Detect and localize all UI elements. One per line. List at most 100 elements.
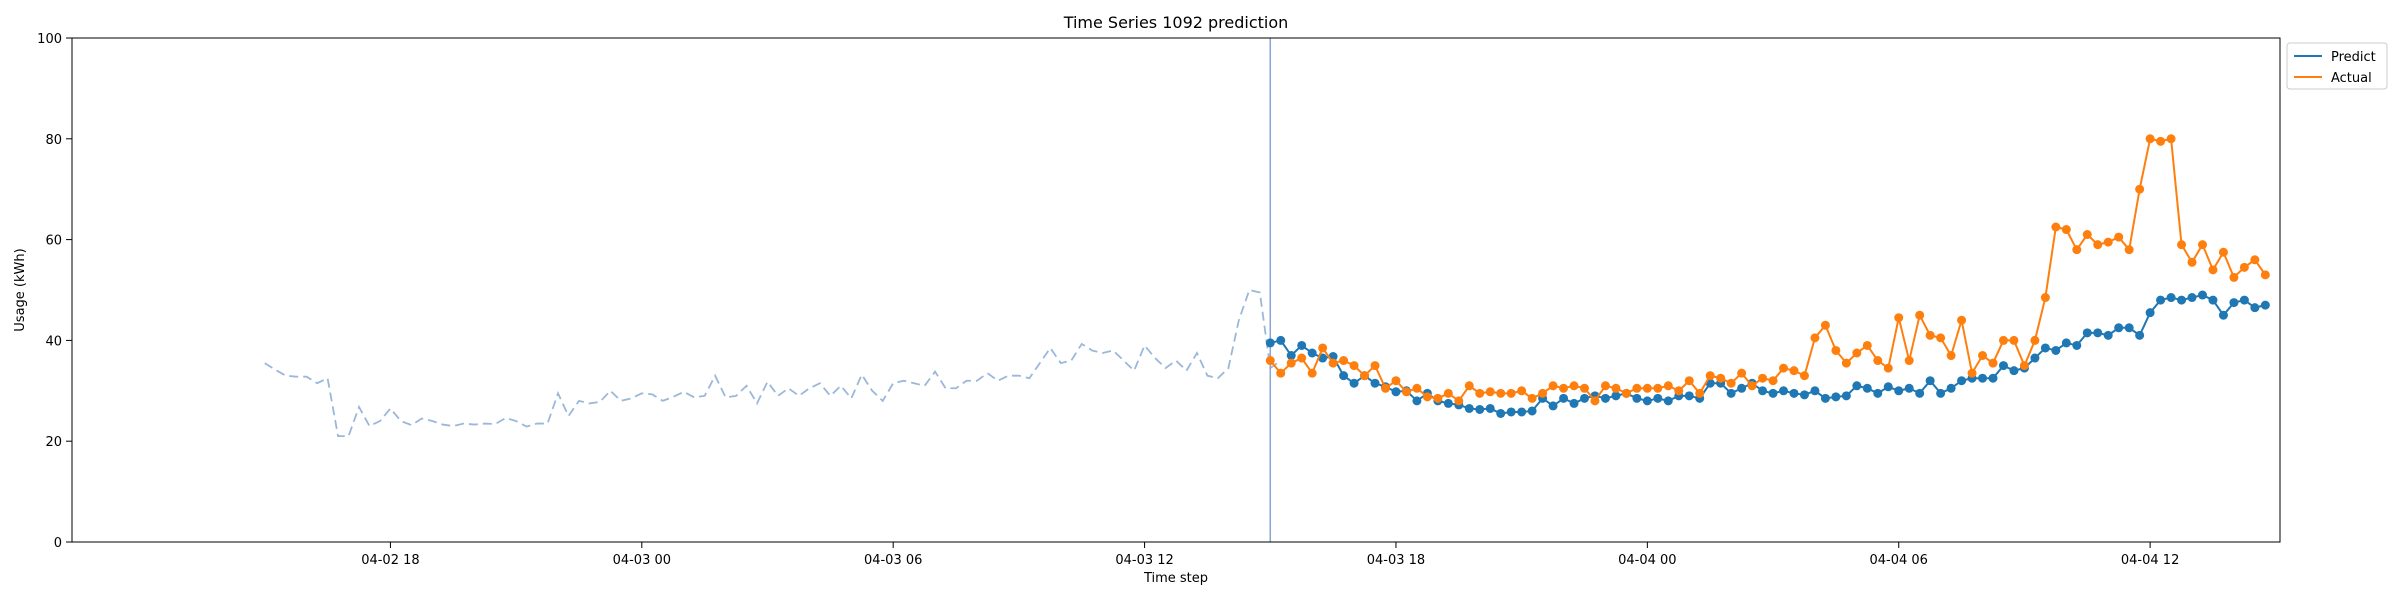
predict-point [1684,391,1694,401]
y-tick-label: 40 [45,334,62,349]
predict-point [2229,298,2239,308]
y-tick-label: 60 [45,234,62,249]
actual-point [2218,247,2228,257]
actual-point [1894,313,1904,323]
predict-point [1925,376,1935,386]
actual-point [1810,333,1820,343]
actual-point [2040,293,2050,303]
predict-point [2061,338,2071,348]
predict-point [2040,343,2050,353]
actual-point [1339,356,1349,366]
predict-point [1391,387,1401,397]
actual-point [1915,310,1925,320]
x-tick-label: 04-02 18 [361,553,419,568]
actual-point [1904,356,1914,366]
predict-point [2166,293,2176,303]
actual-point [1286,358,1296,368]
predict-point [1297,340,1307,350]
actual-point [2156,136,2166,146]
predict-point [1904,383,1914,393]
actual-point [1600,381,1610,391]
predict-point [1768,388,1778,398]
actual-point [1642,383,1652,393]
actual-point [1674,386,1684,396]
actual-point [1789,366,1799,376]
predict-point [2030,353,2040,363]
predict-point [2009,366,2019,376]
actual-point [2009,335,2019,345]
predict-point [1600,393,1610,403]
actual-point [1737,368,1747,378]
predict-point [2072,340,2082,350]
predict-point [1580,393,1590,403]
actual-point [1538,388,1548,398]
actual-point [2082,230,2092,240]
history-line [264,288,1282,438]
actual-point [1433,393,1443,403]
actual-point [2051,222,2061,232]
predict-point [2250,303,2260,313]
predict-point [1611,391,1621,401]
actual-point [2187,257,2197,267]
actual-point [1485,387,1495,397]
actual-point [2114,232,2124,242]
actual-point [1883,363,1893,373]
predict-point [2239,295,2249,305]
predict-point [1412,396,1422,406]
actual-point [1799,371,1809,381]
predict-point [1957,376,1967,386]
actual-point [1758,373,1768,383]
predict-point [1475,404,1485,414]
actual-point [2197,240,2207,250]
y-tick-label: 0 [54,536,62,551]
predict-point [2145,308,2155,318]
predict-point [1548,401,1558,411]
actual-point [1998,335,2008,345]
y-tick-label: 20 [45,435,62,450]
predict-point [1496,408,1506,418]
x-axis-label: Time step [1143,571,1208,586]
actual-point [1548,381,1558,391]
predict-point [1915,388,1925,398]
actual-point [2166,134,2176,144]
actual-point [2103,237,2113,247]
actual-point [2260,270,2270,280]
actual-point [1873,356,1883,366]
predict-point [1883,382,1893,392]
actual-point [1349,361,1359,371]
predict-point [2197,290,2207,300]
predict-point [1506,407,1516,417]
predict-point [1862,383,1872,393]
actual-point [1820,320,1830,330]
x-tick-label: 04-04 12 [2121,553,2179,568]
actual-point [2145,134,2155,144]
predict-point [1820,393,1830,403]
predict-point [1464,403,1474,413]
predict-point [1443,398,1453,408]
predict-point [2177,295,2187,305]
predict-point [2218,310,2228,320]
predict-point [1265,338,1275,348]
predict-point [1946,383,1956,393]
actual-point [1297,353,1307,363]
predict-point [1810,386,1820,396]
predict-point [2103,330,2113,340]
actual-point [2061,225,2071,235]
actual-point [1328,358,1338,368]
x-tick-label: 04-04 06 [1870,553,1928,568]
actual-point [1936,333,1946,343]
y-tick-label: 80 [45,133,62,148]
actual-point [1779,363,1789,373]
x-tick-label: 04-03 00 [613,553,671,568]
predict-point [1873,388,1883,398]
actual-point [1380,383,1390,393]
predict-point [1276,335,1286,345]
predict-point [2208,295,2218,305]
actual-point [1506,388,1516,398]
predict-point [1998,361,2008,371]
predict-point [2124,323,2134,333]
actual-point [2030,335,2040,345]
actual-point [1957,315,1967,325]
predict-point [1349,378,1359,388]
